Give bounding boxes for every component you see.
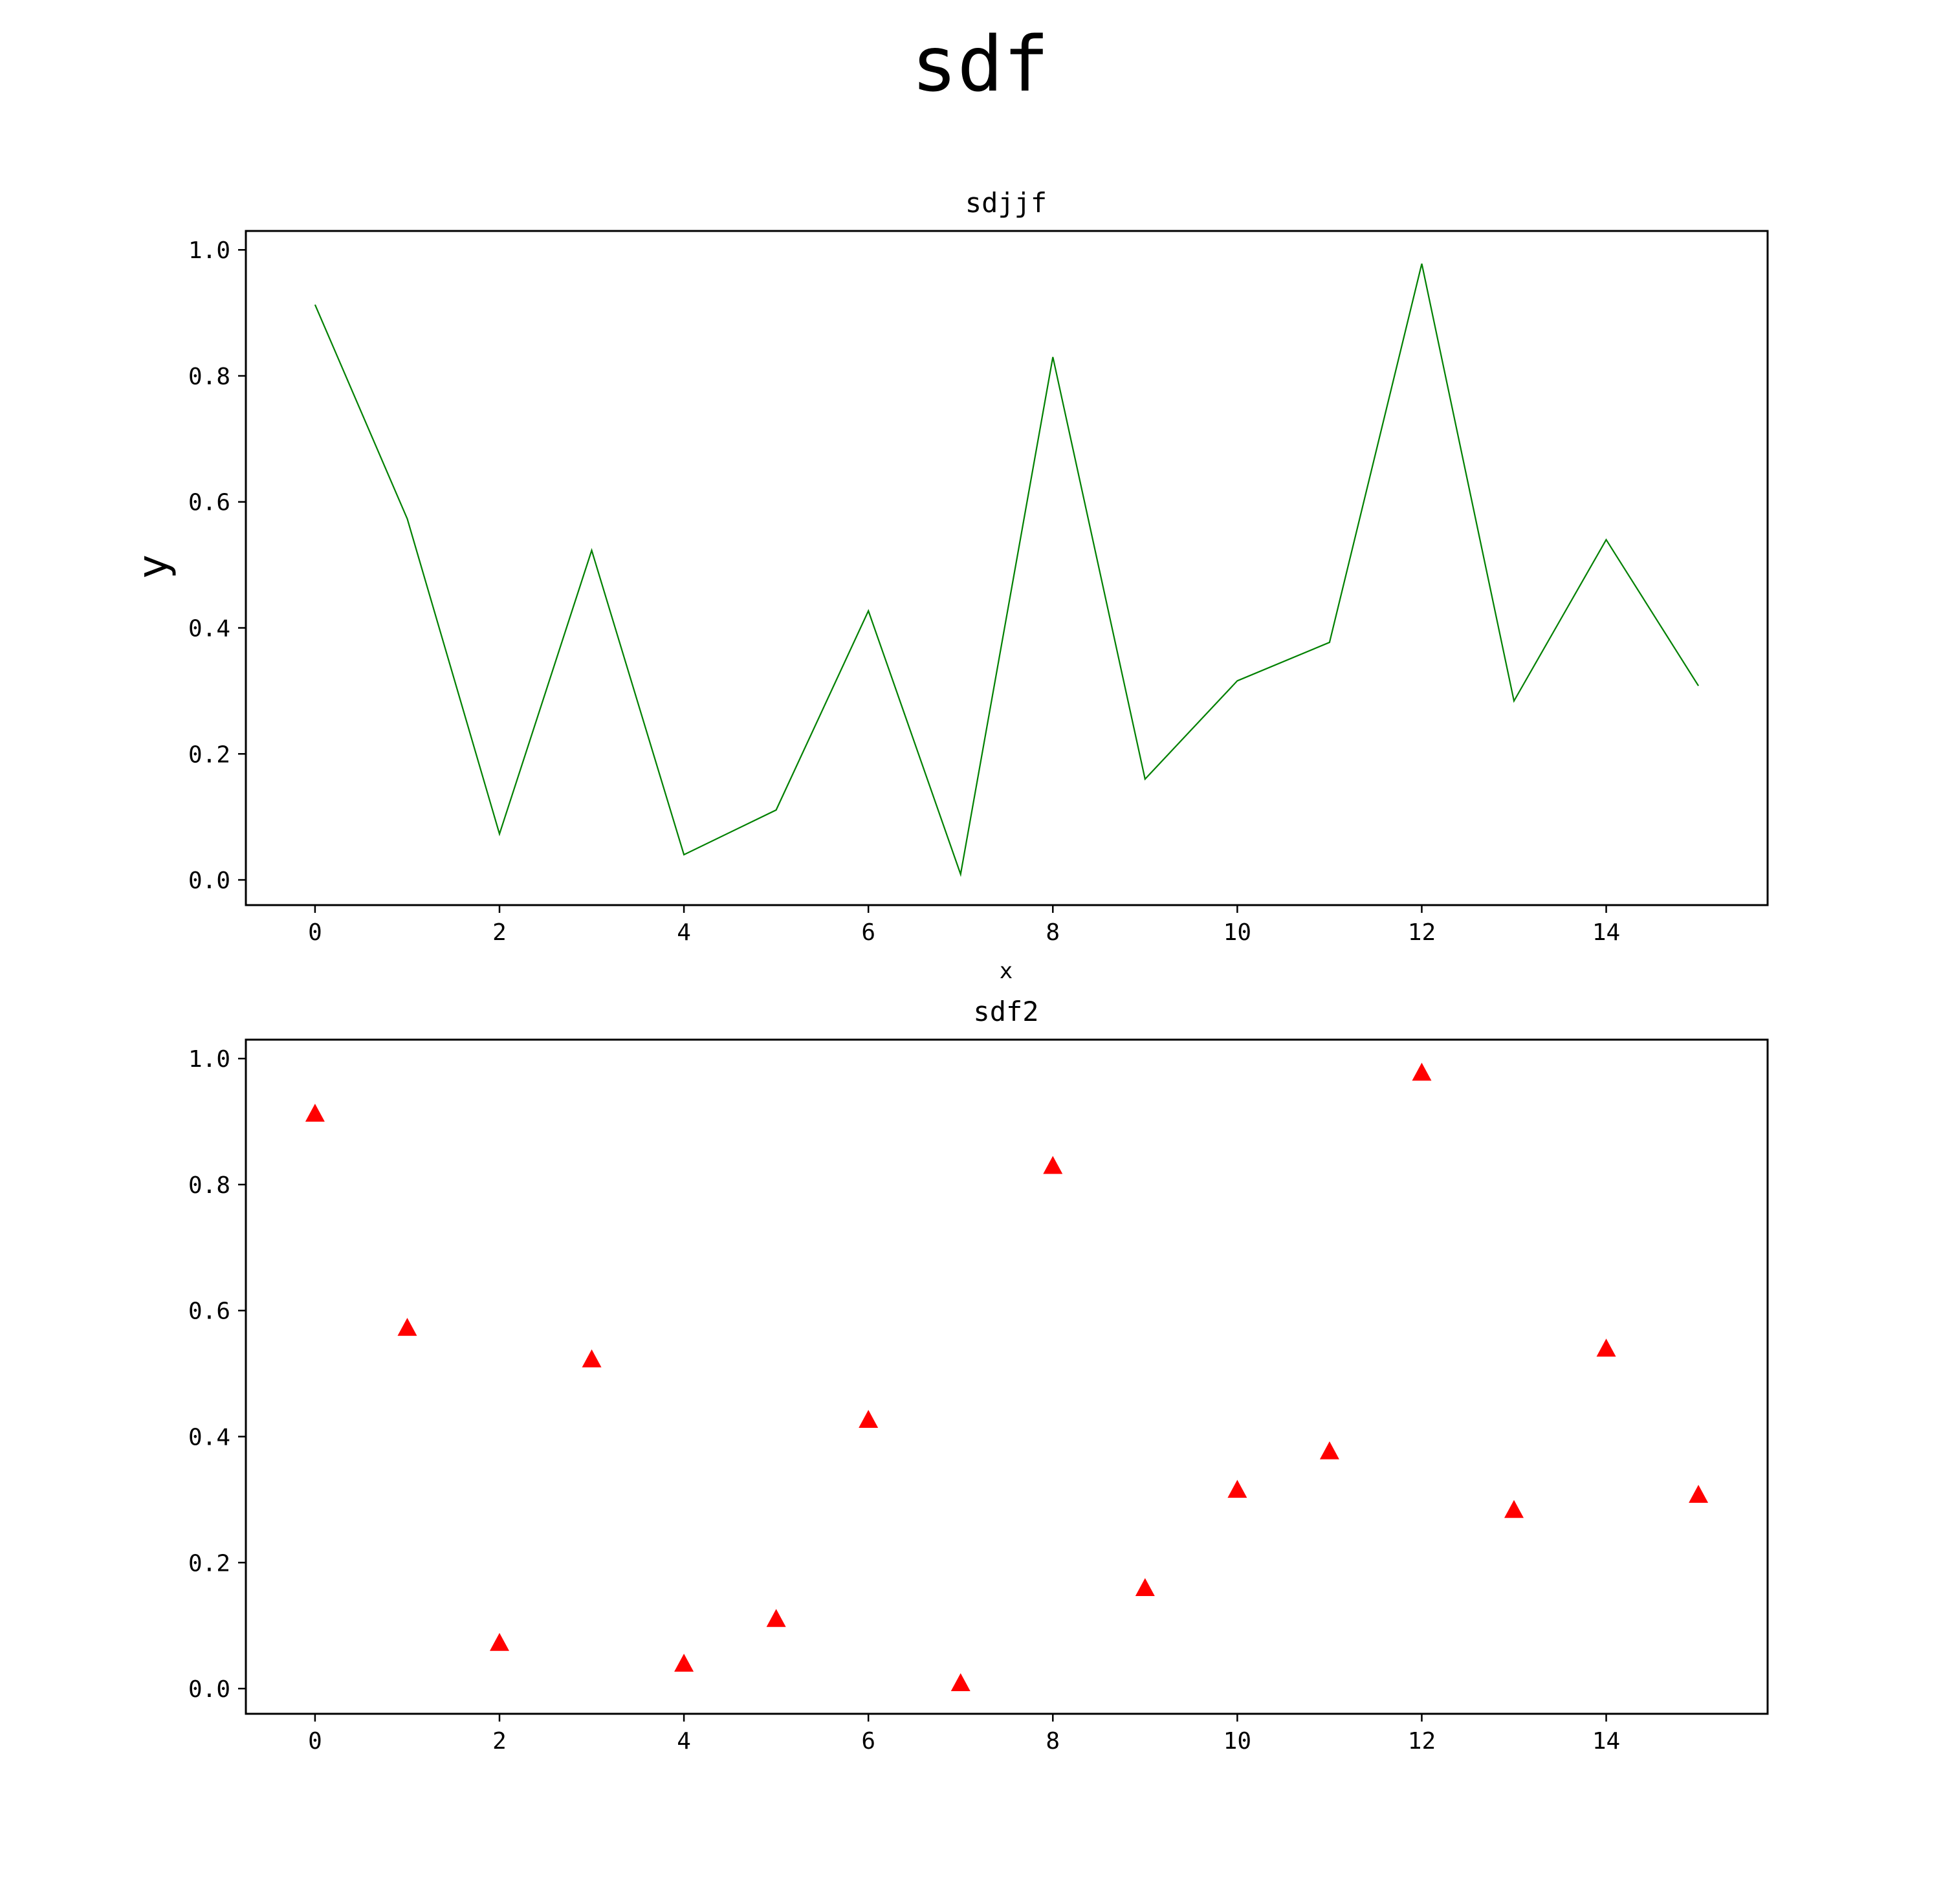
scatter-chart-x-tick-label: 14 — [1592, 1728, 1620, 1755]
line-chart-y-axis-label: y — [129, 554, 177, 580]
scatter-point — [1596, 1339, 1616, 1357]
line-chart-y-tick-label: 1.0 — [188, 237, 230, 264]
scatter-chart-x-tick-label: 0 — [308, 1728, 322, 1755]
scatter-chart-y-tick-label: 1.0 — [188, 1046, 230, 1073]
line-chart-x-tick-label: 6 — [861, 919, 875, 946]
line-chart-y-tick-label: 0.2 — [188, 741, 230, 768]
scatter-chart-y-tick-label: 0.0 — [188, 1676, 230, 1703]
scatter-chart-x-tick-label: 12 — [1408, 1728, 1436, 1755]
line-chart-y-ticks: 0.0 0.2 0.4 0.6 0.8 1.0 — [188, 237, 246, 894]
scatter-point — [490, 1632, 509, 1651]
scatter-chart-x-tick-label: 10 — [1223, 1728, 1251, 1755]
scatter-chart-y-tick-label: 0.4 — [188, 1425, 230, 1451]
scatter-point — [1043, 1155, 1063, 1174]
scatter-point — [1319, 1441, 1339, 1460]
scatter-point — [950, 1673, 970, 1692]
scatter-point — [1689, 1485, 1709, 1503]
scatter-chart-x-ticks: 0 2 4 6 8 10 12 14 — [308, 1714, 1620, 1755]
scatter-point — [1227, 1480, 1247, 1498]
scatter-point — [397, 1318, 417, 1336]
line-chart-x-tick-label: 14 — [1592, 919, 1620, 946]
line-chart-frame — [245, 230, 1769, 906]
scatter-point — [305, 1103, 325, 1122]
scatter-chart-y-tick-label: 0.2 — [188, 1550, 230, 1577]
scatter-chart-axes: sdf2 0 2 4 6 8 10 12 14 0.0 0.2 0.4 0.6 0.8 1.0 — [188, 996, 1769, 1755]
line-chart-title: sdjjf — [965, 187, 1047, 219]
scatter-point — [1135, 1578, 1155, 1596]
scatter-point — [1412, 1062, 1432, 1081]
line-chart-y-tick-label: 0.0 — [188, 868, 230, 894]
scatter-chart-x-tick-label: 4 — [677, 1728, 691, 1755]
scatter-chart-x-tick-label: 8 — [1046, 1728, 1060, 1755]
line-chart-x-tick-label: 0 — [308, 919, 322, 946]
line-chart-marks — [314, 263, 1700, 877]
scatter-chart-y-tick-label: 0.8 — [188, 1172, 230, 1199]
scatter-chart-x-tick-label: 2 — [492, 1728, 507, 1755]
scatter-chart-frame — [245, 1038, 1769, 1715]
line-series — [314, 263, 1700, 877]
scatter-point — [582, 1349, 602, 1368]
line-chart-y-tick-label: 0.6 — [188, 490, 230, 516]
figure-title: sdf — [911, 19, 1049, 109]
scatter-chart-x-tick-label: 6 — [861, 1728, 875, 1755]
line-chart-x-tick-label: 2 — [492, 919, 507, 946]
scatter-chart-title: sdf2 — [973, 996, 1038, 1027]
scatter-point — [766, 1608, 786, 1627]
line-chart-y-tick-label: 0.4 — [188, 616, 230, 642]
scatter-chart-y-tick-label: 0.6 — [188, 1298, 230, 1325]
line-chart-x-tick-label: 12 — [1408, 919, 1436, 946]
line-chart-x-axis-label: x — [1000, 958, 1013, 984]
line-chart-x-ticks: 0 2 4 6 8 10 12 14 — [308, 905, 1620, 946]
line-chart-axes: sdjjf x y 0 2 4 6 8 10 12 14 0.0 0.2 0.4 0.6 0.8 1.0 — [129, 187, 1769, 984]
scatter-chart-marks — [305, 1062, 1709, 1692]
line-chart-x-tick-label: 4 — [677, 919, 691, 946]
scatter-chart-y-ticks: 0.0 0.2 0.4 0.6 0.8 1.0 — [188, 1046, 246, 1703]
line-chart-x-tick-label: 8 — [1046, 919, 1060, 946]
line-chart-x-tick-label: 10 — [1223, 919, 1251, 946]
scatter-point — [674, 1654, 694, 1672]
scatter-point — [1504, 1500, 1524, 1518]
scatter-point — [859, 1410, 879, 1428]
line-chart-y-tick-label: 0.8 — [188, 364, 230, 390]
